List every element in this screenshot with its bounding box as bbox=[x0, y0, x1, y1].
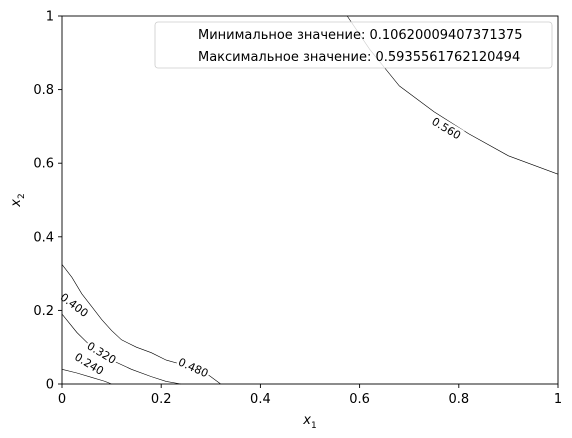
legend-entry-min: Минимальное значение: 0.1062000940737137… bbox=[198, 28, 522, 43]
contour-label-bg bbox=[71, 349, 108, 378]
y-axis-ticks: 0 0.2 0.4 0.6 0.8 1 bbox=[33, 10, 62, 393]
y-tick-label: 0.4 bbox=[33, 230, 54, 245]
x-axis-label: x1 bbox=[302, 413, 316, 431]
x-tick-label: 0.4 bbox=[250, 392, 271, 407]
y-tick-label: 0.6 bbox=[33, 157, 54, 172]
y-axis-label: x2 bbox=[9, 193, 27, 207]
contour-label-bg bbox=[428, 113, 465, 143]
x-axis-label-sub: 1 bbox=[311, 421, 317, 431]
y-tick-label: 0.2 bbox=[33, 304, 54, 319]
y-tick-label: 1 bbox=[46, 10, 54, 25]
y-tick-label: 0 bbox=[46, 378, 54, 393]
x-axis-ticks: 0 0.2 0.4 0.6 0.8 1 bbox=[58, 384, 562, 407]
x-tick-label: 0.2 bbox=[151, 392, 172, 407]
x-tick-label: 0.6 bbox=[349, 392, 370, 407]
y-tick-label: 0.8 bbox=[33, 83, 54, 98]
contour-line-0-240 bbox=[61, 369, 112, 385]
contour-label-bg bbox=[84, 337, 120, 367]
x-tick-label: 0 bbox=[58, 392, 66, 407]
y-axis-label-main: x bbox=[9, 199, 24, 208]
contour-label-bg bbox=[175, 354, 212, 380]
legend-box bbox=[154, 21, 553, 69]
y-axis-label-sub: 2 bbox=[17, 193, 27, 199]
x-tick-label: 0.8 bbox=[448, 392, 469, 407]
x-tick-label: 1 bbox=[554, 392, 562, 407]
contour-line-0-320 bbox=[61, 313, 182, 385]
contour-label-bg bbox=[57, 289, 93, 320]
plot-frame bbox=[61, 15, 559, 385]
legend-entry-max: Максимальное значение: 0.593556176212049… bbox=[198, 50, 520, 65]
legend: Минимальное значение: 0.1062000940737137… bbox=[154, 21, 553, 69]
x-axis-label-main: x bbox=[302, 413, 311, 428]
